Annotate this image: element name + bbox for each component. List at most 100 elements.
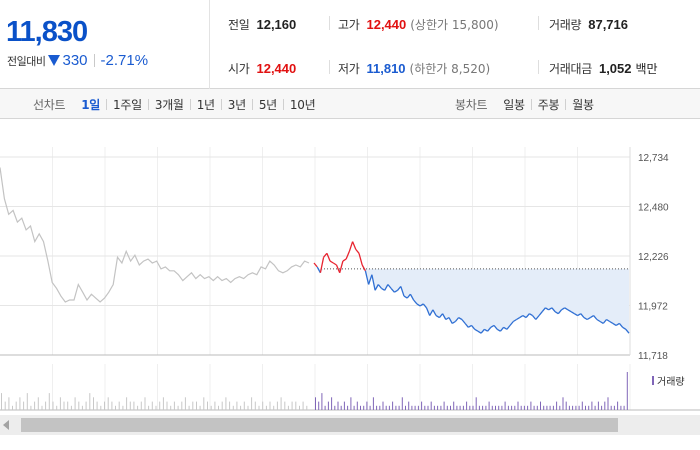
price-segment-above-reference bbox=[323, 252, 328, 258]
price-segment-below-reference bbox=[374, 284, 379, 291]
volume-bar bbox=[347, 405, 349, 410]
stat-unit: 백만 bbox=[635, 62, 658, 76]
price-segment-below-reference bbox=[609, 320, 614, 324]
price-segment-below-reference bbox=[506, 324, 511, 330]
volume-bar bbox=[280, 397, 282, 410]
price-segment-below-reference bbox=[384, 284, 389, 291]
price-segment-above-reference bbox=[319, 257, 325, 273]
stat-label: 거래대금 bbox=[549, 62, 592, 76]
price-segment-below-reference bbox=[461, 319, 466, 324]
volume-bar bbox=[585, 405, 586, 410]
volume-bar bbox=[520, 405, 522, 410]
scroll-thumb[interactable] bbox=[21, 418, 618, 432]
volume-bar bbox=[440, 405, 442, 410]
below-reference-area bbox=[314, 268, 629, 334]
volume-bar bbox=[331, 397, 333, 410]
stat-value: 12,160 bbox=[256, 17, 297, 32]
scroll-left-arrow-icon[interactable] bbox=[3, 420, 9, 430]
price-segment-below-reference bbox=[590, 315, 594, 319]
volume-bar bbox=[392, 401, 394, 410]
volume-bar bbox=[192, 401, 194, 410]
price-segment-below-reference bbox=[477, 330, 482, 334]
volume-bar bbox=[379, 405, 381, 410]
tab-monthly-candle[interactable]: 월봉 bbox=[572, 97, 594, 112]
volume-bar bbox=[243, 401, 245, 410]
volume-bar bbox=[273, 405, 275, 410]
price-segment-below-reference bbox=[525, 313, 530, 319]
tab-divider bbox=[251, 98, 253, 110]
volume-bar bbox=[210, 405, 212, 410]
volume-bar bbox=[203, 397, 205, 410]
price-segment-below-reference bbox=[615, 322, 620, 326]
stat-label: 거래량 bbox=[549, 18, 582, 32]
volume-bar bbox=[559, 405, 561, 410]
volume-bar bbox=[140, 401, 142, 410]
stat-prev-close: 전일 12,160 bbox=[228, 16, 296, 33]
volume-bar bbox=[1, 393, 2, 410]
volume-bar bbox=[501, 405, 503, 410]
tab-divider bbox=[530, 98, 532, 110]
intraday-chart: 12,734 12,480 12,226 11,972 11,718 거래량 bbox=[0, 119, 700, 450]
volume-bar bbox=[166, 401, 168, 410]
volume-bar bbox=[334, 405, 336, 410]
volume-bar bbox=[232, 405, 234, 410]
price-segment-below-reference bbox=[541, 307, 546, 313]
volume-bar bbox=[284, 401, 286, 410]
volume-bar bbox=[536, 405, 538, 410]
price-segment-below-reference bbox=[535, 315, 540, 320]
volume-bar bbox=[421, 401, 423, 410]
volume-bar bbox=[137, 405, 139, 410]
tab-divider bbox=[189, 98, 191, 110]
volume-bar bbox=[34, 401, 36, 410]
stat-label: 저가 bbox=[338, 62, 360, 76]
volume-bar bbox=[181, 401, 183, 410]
volume-bar bbox=[225, 397, 227, 410]
tab-10y[interactable]: 10년 bbox=[289, 97, 316, 112]
stat-value: 11,810 bbox=[366, 61, 406, 76]
volume-bar bbox=[287, 405, 289, 410]
price-segment-below-reference bbox=[512, 318, 517, 323]
volume-bar bbox=[462, 405, 464, 410]
volume-bar bbox=[417, 405, 419, 410]
volume-bar bbox=[466, 401, 468, 410]
tab-5y[interactable]: 5년 bbox=[258, 97, 277, 112]
price-segment-above-reference bbox=[335, 264, 341, 274]
volume-bar bbox=[188, 405, 190, 410]
price-segment-below-reference bbox=[377, 284, 383, 289]
tab-divider bbox=[282, 98, 284, 110]
volume-bar bbox=[601, 405, 603, 410]
volume-bar bbox=[276, 401, 278, 410]
price-segment-below-reference bbox=[493, 324, 498, 330]
tab-1d[interactable]: 1일 bbox=[81, 97, 101, 112]
tab-3y[interactable]: 3년 bbox=[227, 97, 246, 112]
chart-scrollbar[interactable] bbox=[0, 415, 700, 435]
price-segment-below-reference bbox=[606, 318, 611, 323]
volume-bar bbox=[552, 405, 554, 410]
tab-1w[interactable]: 1주일 bbox=[113, 97, 142, 112]
volume-bar bbox=[424, 405, 426, 410]
volume-bar bbox=[148, 405, 150, 410]
volume-bar bbox=[372, 397, 374, 410]
price-segment-below-reference bbox=[406, 293, 411, 299]
volume-bar bbox=[85, 401, 87, 410]
volume-bar bbox=[254, 401, 256, 410]
stat-trade-value: 거래대금 1,052 백만 bbox=[549, 60, 658, 77]
volume-bar bbox=[588, 405, 590, 410]
tab-3m[interactable]: 3개월 bbox=[154, 97, 184, 112]
volume-bar bbox=[214, 401, 216, 410]
volume-bar bbox=[177, 405, 179, 410]
volume-bar bbox=[414, 405, 416, 410]
volume-bar bbox=[162, 397, 164, 410]
tab-daily-candle[interactable]: 일봉 bbox=[503, 97, 525, 112]
price-segment-below-reference bbox=[557, 309, 563, 315]
current-price-box: 11,830 전일대비 330 -2.71% bbox=[0, 0, 210, 89]
volume-bar bbox=[356, 401, 358, 410]
volume-bar bbox=[324, 405, 326, 410]
price-segment-below-reference bbox=[448, 317, 453, 324]
tab-weekly-candle[interactable]: 주봉 bbox=[537, 97, 560, 112]
volume-bar bbox=[549, 405, 551, 410]
tab-1y[interactable]: 1년 bbox=[196, 97, 215, 112]
volume-bar bbox=[89, 393, 91, 410]
volume-bar bbox=[581, 401, 583, 410]
volume-bar bbox=[100, 405, 102, 410]
